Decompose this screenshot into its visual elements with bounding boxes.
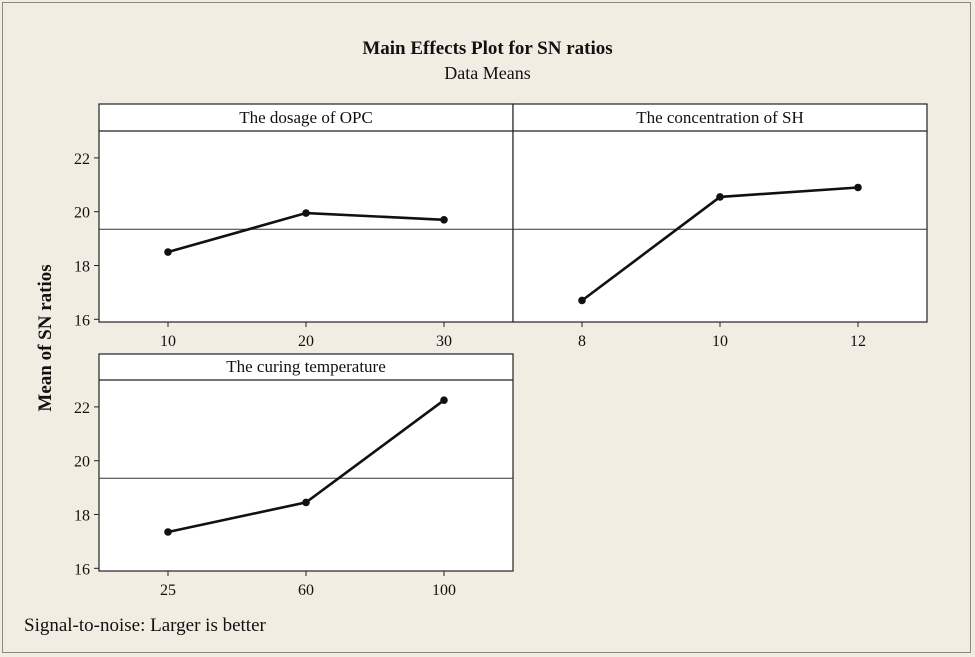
- data-point: [164, 248, 172, 256]
- x-tick-label: 30: [436, 333, 452, 350]
- panel-2: The concentration of SH 8 10 12: [512, 103, 928, 350]
- panel-title: The dosage of OPC: [239, 108, 373, 127]
- y-tick-label: 16: [74, 561, 90, 578]
- panel-3: The curing temperature 16 18 20 22 25 60 100: [74, 353, 514, 599]
- x-tick-label: 8: [578, 333, 586, 350]
- data-point: [302, 209, 310, 217]
- footer-note: Signal-to-noise: Larger is better: [24, 615, 266, 636]
- x-tick-label: 10: [160, 333, 176, 350]
- x-tick-label: 60: [298, 582, 314, 599]
- panel-title: The curing temperature: [226, 357, 386, 376]
- x-tick-label: 25: [160, 582, 176, 599]
- y-tick-label: 22: [74, 400, 90, 417]
- chart-title: Main Effects Plot for SN ratios: [362, 38, 613, 59]
- data-point: [854, 183, 862, 192]
- y-tick-label: 22: [74, 151, 90, 168]
- chart-subtitle: Data Means: [444, 63, 531, 83]
- x-tick-label: 12: [850, 333, 866, 350]
- y-tick-label: 20: [74, 454, 90, 471]
- y-axis-label: Mean of SN ratios: [35, 264, 56, 411]
- x-tick-label: 100: [432, 582, 456, 599]
- data-point: [164, 528, 172, 536]
- y-tick-label: 16: [74, 312, 90, 329]
- data-point: [578, 296, 586, 305]
- y-tick-label: 18: [74, 259, 90, 276]
- panel-1: The dosage of OPC 16 18 20 22 10 20 30: [74, 103, 514, 350]
- x-tick-label: 10: [712, 333, 728, 350]
- x-tick-label: 20: [298, 333, 314, 350]
- panel-title: The concentration of SH: [636, 108, 804, 127]
- data-point: [716, 193, 724, 201]
- data-point: [440, 215, 448, 224]
- y-tick-label: 20: [74, 205, 90, 222]
- panel-frame: [512, 103, 928, 323]
- data-point: [302, 498, 310, 507]
- y-tick-label: 18: [74, 508, 90, 525]
- data-point: [440, 396, 448, 404]
- panel-frame: [98, 353, 514, 572]
